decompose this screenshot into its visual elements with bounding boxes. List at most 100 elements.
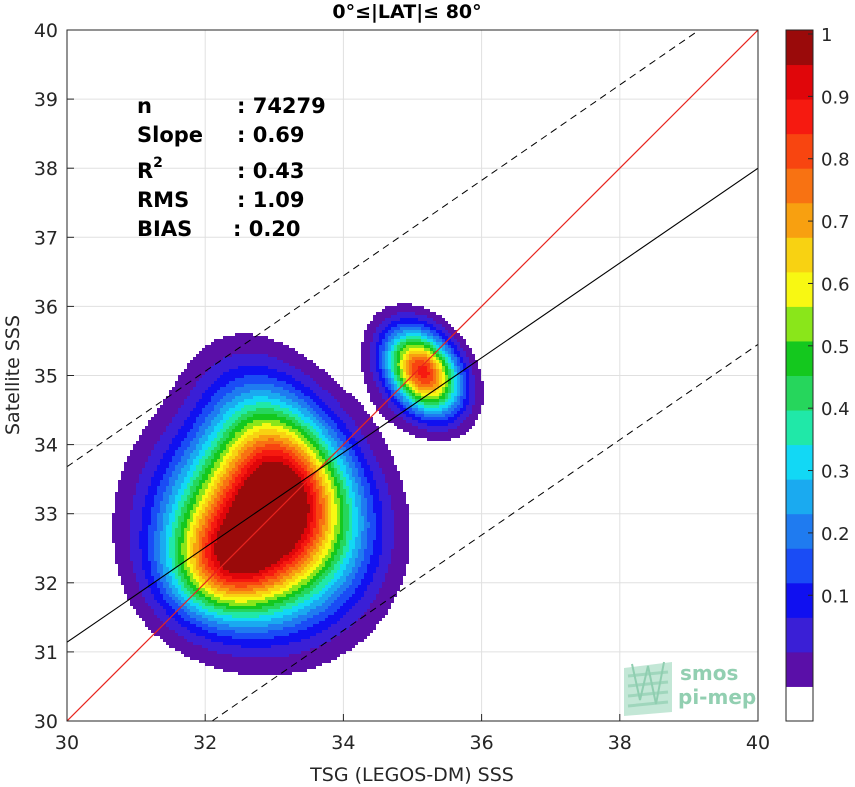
density-cell <box>259 390 262 393</box>
density-cell <box>238 354 241 357</box>
density-cell <box>454 363 457 366</box>
density-cell <box>391 366 394 369</box>
density-cell <box>424 417 427 420</box>
density-cell <box>223 405 226 408</box>
density-cell <box>364 447 367 450</box>
density-cell <box>253 345 256 348</box>
density-cell <box>181 387 184 390</box>
density-cell <box>379 393 382 396</box>
density-cell <box>223 339 226 342</box>
density-cell <box>403 375 406 378</box>
density-cell <box>127 468 130 471</box>
density-cell <box>325 492 328 495</box>
density-cell <box>433 357 436 360</box>
density-cell <box>163 432 166 435</box>
density-cell <box>397 327 400 330</box>
density-cell <box>322 447 325 450</box>
density-cell <box>157 414 160 417</box>
density-cell <box>244 336 247 339</box>
density-cell <box>232 489 235 492</box>
density-cell <box>421 348 424 351</box>
density-cell <box>406 354 409 357</box>
density-cell <box>358 468 361 471</box>
density-cell <box>466 375 469 378</box>
density-cell <box>478 396 481 399</box>
density-cell <box>391 345 394 348</box>
density-cell <box>379 312 382 315</box>
density-cell <box>202 486 205 489</box>
density-cell <box>214 480 217 483</box>
density-cell <box>178 402 181 405</box>
density-cell <box>175 450 178 453</box>
density-cell <box>244 411 247 414</box>
density-cell <box>130 486 133 489</box>
density-cell <box>454 429 457 432</box>
density-cell <box>415 411 418 414</box>
density-cell <box>223 378 226 381</box>
density-cell <box>376 387 379 390</box>
density-cell <box>157 483 160 486</box>
density-cell <box>259 393 262 396</box>
density-cell <box>412 375 415 378</box>
density-cell <box>391 483 394 486</box>
density-cell <box>304 408 307 411</box>
density-cell <box>265 477 268 480</box>
density-cell <box>364 435 367 438</box>
density-cell <box>130 468 133 471</box>
density-cell <box>331 444 334 447</box>
density-cell <box>454 420 457 423</box>
density-cell <box>379 465 382 468</box>
density-cell <box>136 483 139 486</box>
density-cell <box>274 366 277 369</box>
density-cell <box>148 447 151 450</box>
density-cell <box>424 432 427 435</box>
density-cell <box>376 462 379 465</box>
density-cell <box>205 447 208 450</box>
density-cell <box>343 417 346 420</box>
density-cell <box>460 378 463 381</box>
density-cell <box>154 423 157 426</box>
density-cell <box>166 447 169 450</box>
density-cell <box>277 411 280 414</box>
density-cell <box>466 408 469 411</box>
density-cell <box>445 333 448 336</box>
density-cell <box>208 375 211 378</box>
density-cell <box>172 492 175 495</box>
density-cell <box>184 462 187 465</box>
density-cell <box>127 486 130 489</box>
density-cell <box>259 468 262 471</box>
density-cell <box>283 372 286 375</box>
density-cell <box>472 381 475 384</box>
density-cell <box>274 351 277 354</box>
density-cell <box>232 363 235 366</box>
density-cell <box>472 369 475 372</box>
density-cell <box>286 432 289 435</box>
density-cell <box>409 327 412 330</box>
density-cell <box>142 471 145 474</box>
density-cell <box>193 429 196 432</box>
density-cell <box>187 477 190 480</box>
density-cell <box>208 363 211 366</box>
density-cell <box>376 447 379 450</box>
density-cell <box>430 357 433 360</box>
density-cell <box>214 438 217 441</box>
density-cell <box>400 363 403 366</box>
density-cell <box>454 342 457 345</box>
density-cell <box>127 459 130 462</box>
density-cell <box>223 408 226 411</box>
density-cell <box>184 393 187 396</box>
density-cell <box>181 462 184 465</box>
density-cell <box>382 339 385 342</box>
density-cell <box>268 447 271 450</box>
density-cell <box>172 456 175 459</box>
density-cell <box>241 390 244 393</box>
density-cell <box>331 417 334 420</box>
density-cell <box>223 354 226 357</box>
density-cell <box>316 432 319 435</box>
density-cell <box>253 486 256 489</box>
density-cell <box>244 354 247 357</box>
density-cell <box>166 420 169 423</box>
density-cell <box>406 390 409 393</box>
density-cell <box>292 357 295 360</box>
density-cell <box>385 309 388 312</box>
